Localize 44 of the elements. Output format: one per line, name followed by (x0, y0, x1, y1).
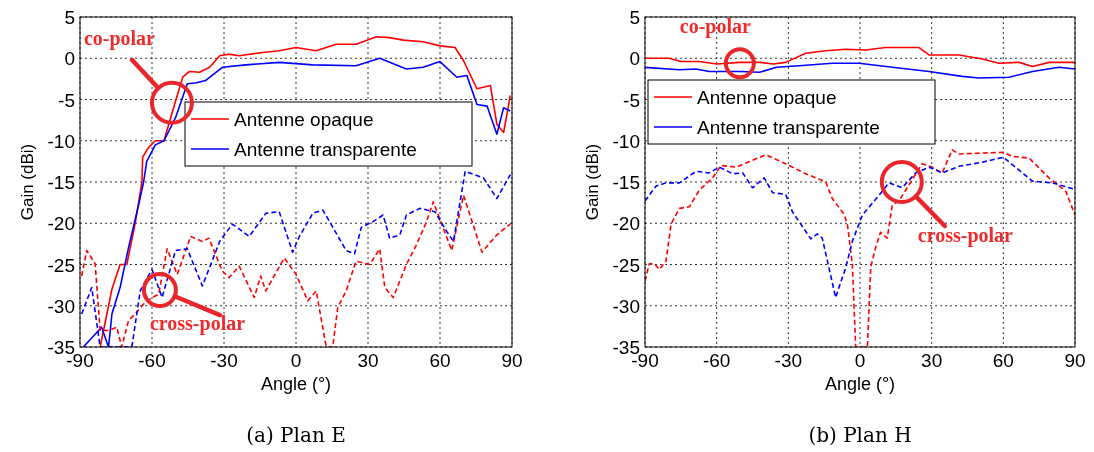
legend-label: Antenne transparente (234, 139, 417, 160)
x-axis-title: Angle (°) (824, 374, 896, 394)
y-tick-label: 0 (64, 48, 75, 70)
y-tick-label: -10 (47, 130, 75, 152)
x-tick-label: 0 (854, 350, 866, 371)
y-tick-label: 5 (64, 7, 75, 28)
y-tick-label: -25 (612, 254, 640, 276)
y-axis-title: Gain (dBi) (583, 143, 602, 221)
x-tick-label: 90 (501, 350, 523, 371)
y-tick-label: -20 (612, 213, 640, 235)
y-tick-label: -30 (47, 295, 75, 317)
text: (b) Plan H (808, 423, 912, 447)
y-tick-label: -10 (612, 130, 640, 152)
line-series (645, 62, 1075, 79)
legend-label: Antenne opaque (234, 109, 374, 130)
y-tick-label: 0 (629, 48, 640, 70)
annotation: co-polar (679, 15, 752, 39)
x-tick-label: -60 (702, 350, 731, 371)
annotation: cross-polar (917, 224, 1014, 247)
y-tick-label: -15 (47, 172, 75, 193)
x-tick-label: -30 (774, 350, 803, 371)
annotation: co-polar (83, 26, 156, 50)
x-axis-title: Angle (°) (260, 374, 332, 394)
x-tick-label: 0 (290, 350, 302, 371)
text: (a) Plan E (246, 423, 346, 447)
y-tick-label: -15 (612, 172, 640, 193)
y-tick-label: -5 (58, 89, 75, 111)
x-tick-label: 60 (992, 350, 1014, 371)
annotation: cross-polar (149, 312, 246, 336)
y-tick-label: 5 (629, 7, 640, 28)
y-tick-label: -25 (47, 254, 75, 276)
x-tick-label: -60 (138, 350, 166, 371)
x-tick-label: 90 (1064, 350, 1086, 371)
y-tick-label: -30 (612, 295, 640, 317)
x-tick-label: -30 (210, 350, 238, 371)
x-tick-label: 30 (921, 350, 943, 371)
legend-label: Antenne transparente (697, 117, 880, 138)
legend-label: Antenne opaque (697, 87, 837, 108)
x-tick-label: 30 (357, 350, 379, 371)
y-axis-title: Gain (dBi) (18, 143, 37, 221)
x-tick-label: 60 (429, 350, 451, 371)
line-series (645, 156, 1075, 299)
y-tick-label: -5 (623, 89, 640, 111)
y-tick-label: -20 (47, 213, 75, 235)
